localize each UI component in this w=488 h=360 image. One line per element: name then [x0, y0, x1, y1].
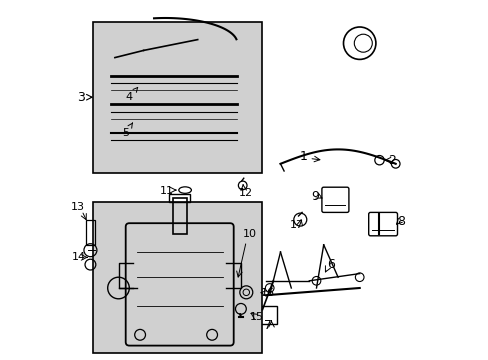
Circle shape [265, 284, 273, 292]
Text: 2: 2 [387, 154, 395, 167]
Text: 8: 8 [396, 215, 404, 228]
Bar [86, 220, 95, 245]
Text: 11: 11 [160, 186, 174, 196]
FancyBboxPatch shape [93, 202, 262, 353]
Text: 7: 7 [264, 319, 271, 332]
Text: 3: 3 [77, 91, 84, 104]
Text: 6: 6 [326, 258, 334, 271]
Circle shape [311, 276, 320, 285]
Bar [255, 306, 276, 324]
Bar [168, 194, 190, 202]
Bar [172, 198, 186, 234]
Text: 12: 12 [239, 188, 253, 198]
Circle shape [355, 273, 363, 282]
Text: 14: 14 [72, 252, 86, 262]
Text: 9: 9 [310, 190, 318, 203]
Text: 15: 15 [249, 312, 264, 322]
Text: 17: 17 [289, 220, 303, 230]
Text: 13: 13 [71, 202, 85, 212]
Text: 1: 1 [299, 150, 307, 163]
Text: 5: 5 [122, 123, 132, 138]
Text: 4: 4 [125, 87, 138, 102]
Text: 16: 16 [261, 288, 274, 298]
FancyBboxPatch shape [93, 22, 262, 173]
Text: 10: 10 [243, 229, 256, 239]
